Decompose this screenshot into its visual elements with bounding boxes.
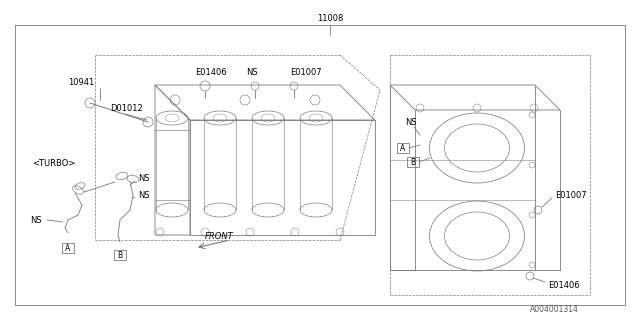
FancyBboxPatch shape (397, 143, 409, 153)
Text: FRONT: FRONT (205, 231, 234, 241)
Text: A: A (65, 244, 70, 252)
FancyBboxPatch shape (114, 250, 126, 260)
Text: NS: NS (246, 68, 258, 76)
Text: D01012: D01012 (110, 103, 143, 113)
Text: B: B (117, 251, 123, 260)
Text: <TURBO>: <TURBO> (32, 158, 76, 167)
Text: A004001314: A004001314 (530, 306, 579, 315)
Text: E01406: E01406 (195, 68, 227, 76)
Text: 11008: 11008 (317, 13, 343, 22)
Text: E01007: E01007 (555, 190, 587, 199)
Text: E01406: E01406 (548, 281, 580, 290)
Text: B: B (410, 157, 415, 166)
Text: NS: NS (30, 215, 42, 225)
Text: 10941: 10941 (68, 77, 94, 86)
Text: NS: NS (405, 117, 417, 126)
Text: A: A (401, 143, 406, 153)
Text: E01007: E01007 (290, 68, 322, 76)
Text: NS: NS (138, 173, 150, 182)
FancyBboxPatch shape (62, 243, 74, 253)
Text: NS: NS (138, 190, 150, 199)
FancyBboxPatch shape (407, 157, 419, 167)
